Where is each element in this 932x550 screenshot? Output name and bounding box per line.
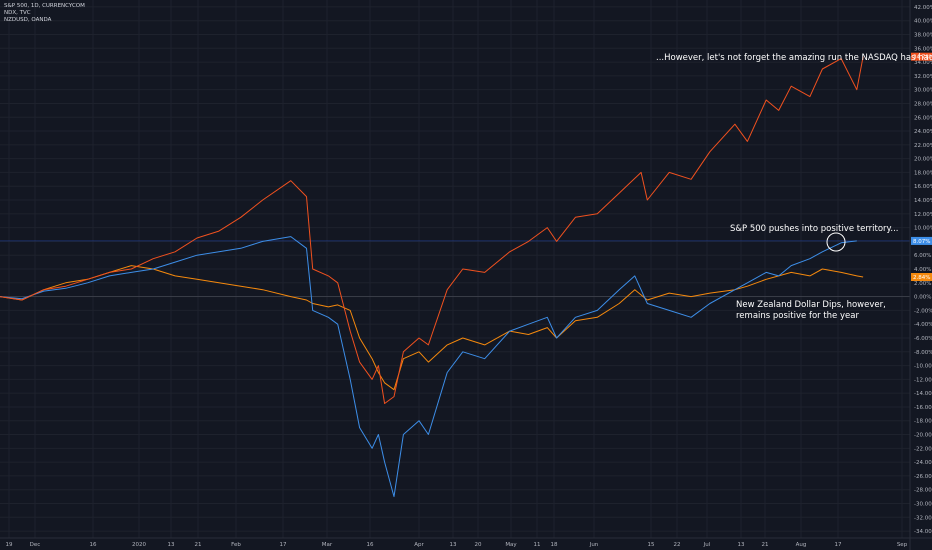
- x-tick-label: 19: [6, 542, 13, 548]
- x-tick-label: Feb: [231, 542, 241, 548]
- y-tick-label: 14.00%: [914, 198, 932, 204]
- y-tick-label: -30.00%: [914, 502, 932, 508]
- y-tick-label: -24.00%: [914, 460, 932, 466]
- y-tick-label: 42.00%: [914, 5, 932, 11]
- y-tick-label: 18.00%: [914, 170, 932, 176]
- y-tick-label: -8.00%: [914, 350, 932, 356]
- x-tick-label: 15: [648, 542, 655, 548]
- legend-ndx[interactable]: NDX, TVC: [4, 10, 31, 16]
- annotation-nasdaq: ...However, let's not forget the amazing…: [656, 53, 932, 63]
- y-tick-label: 10.00%: [914, 226, 932, 232]
- y-tick-label: 32.00%: [914, 74, 932, 80]
- x-tick-label: 11: [534, 542, 541, 548]
- y-tick-label: -20.00%: [914, 433, 932, 439]
- price-tag-label-nzd: 2.84%: [913, 275, 930, 281]
- x-tick-label: Mar: [322, 542, 333, 548]
- y-tick-label: 4.00%: [914, 267, 931, 273]
- y-tick-label: 22.00%: [914, 143, 932, 149]
- x-tick-label: 2020: [132, 542, 146, 548]
- y-tick-label: -32.00%: [914, 515, 932, 521]
- annotation-nzd-line1: New Zealand Dollar Dips, however,: [736, 300, 886, 310]
- zero-baseline: [0, 240, 910, 297]
- price-tags: 34.78% 8.07% 2.84%: [911, 52, 932, 282]
- chart-grid: [0, 0, 910, 538]
- x-tick-label: 22: [674, 542, 681, 548]
- y-tick-label: -34.00%: [914, 529, 932, 535]
- series-line-s-p-500: [0, 236, 857, 498]
- series-layer: [0, 56, 864, 498]
- legend-nzd[interactable]: NZDUSD, OANDA: [4, 17, 52, 23]
- x-tick-label: Jun: [589, 542, 599, 548]
- y-tick-label: 28.00%: [914, 101, 932, 107]
- x-tick-label: 13: [168, 542, 175, 548]
- annotation-nzd-line2: remains positive for the year: [736, 311, 859, 321]
- x-tick-label: 21: [195, 542, 202, 548]
- price-tag-ndx: [911, 52, 932, 61]
- y-tick-label: 26.00%: [914, 115, 932, 121]
- y-tick-label: 6.00%: [914, 253, 931, 259]
- x-tick-label: 20: [475, 542, 482, 548]
- x-tick-label: Dec: [30, 542, 41, 548]
- x-tick-label: 21: [762, 542, 769, 548]
- x-tick-label: 18: [551, 542, 558, 548]
- x-axis[interactable]: 19 Dec 16 2020 13 21 Feb 17 Mar 16 Apr 13 20 May 11 18 J…: [0, 537, 932, 548]
- x-tick-label: Aug: [796, 542, 807, 548]
- y-tick-label: -12.00%: [914, 377, 932, 383]
- x-tick-label: 13: [738, 542, 745, 548]
- y-tick-label: 36.00%: [914, 46, 932, 52]
- highlight-circle: [826, 232, 846, 252]
- x-tick-label: Sep: [897, 542, 908, 548]
- price-tag-label-spx: 8.07%: [913, 239, 930, 245]
- y-tick-label: -26.00%: [914, 474, 932, 480]
- y-tick-label: -28.00%: [914, 488, 932, 494]
- y-tick-label: -2.00%: [914, 308, 932, 314]
- x-tick-label: 16: [90, 542, 97, 548]
- y-tick-label: -22.00%: [914, 446, 932, 452]
- y-tick-label: -14.00%: [914, 391, 932, 397]
- y-tick-label: 12.00%: [914, 212, 932, 218]
- annotation-spx: S&P 500 pushes into positive territory..…: [730, 224, 899, 234]
- y-tick-label: 34.00%: [914, 60, 932, 66]
- y-tick-label: -18.00%: [914, 419, 932, 425]
- y-tick-label: -4.00%: [914, 322, 932, 328]
- x-tick-label: 17: [835, 542, 842, 548]
- price-tag-spx: [911, 236, 932, 245]
- y-tick-label: 24.00%: [914, 129, 932, 135]
- x-tick-label: 13: [450, 542, 457, 548]
- series-line-ndx: [0, 56, 864, 404]
- x-tick-label: Apr: [414, 542, 424, 548]
- legend-spx[interactable]: S&P 500, 1D, CURRENCYCOM: [4, 3, 85, 9]
- y-tick-label: 20.00%: [914, 157, 932, 163]
- y-axis[interactable]: 42.00% 40.00% 38.00% 36.00% 34.00% 32.00% 30.0…: [909, 0, 932, 550]
- y-tick-label: -10.00%: [914, 364, 932, 370]
- x-tick-label: 17: [280, 542, 287, 548]
- x-tick-label: May: [505, 542, 517, 548]
- y-tick-label: 16.00%: [914, 184, 932, 190]
- series-line-nzdusd: [0, 265, 864, 391]
- y-tick-label: 0.00%: [914, 295, 931, 301]
- y-tick-label: -16.00%: [914, 405, 932, 411]
- price-tag-nzd: [911, 273, 932, 282]
- y-tick-label: 30.00%: [914, 88, 932, 94]
- y-tick-label: 2.00%: [914, 281, 931, 287]
- y-tick-label: 40.00%: [914, 19, 932, 25]
- price-tag-label-ndx: 34.78%: [913, 55, 932, 61]
- x-tick-label: 16: [367, 542, 374, 548]
- symbol-legend: S&P 500, 1D, CURRENCYCOM NDX, TVC NZDUSD…: [4, 3, 85, 24]
- y-tick-label: 38.00%: [914, 32, 932, 38]
- x-tick-label: Jul: [703, 542, 711, 548]
- y-tick-label: -6.00%: [914, 336, 932, 342]
